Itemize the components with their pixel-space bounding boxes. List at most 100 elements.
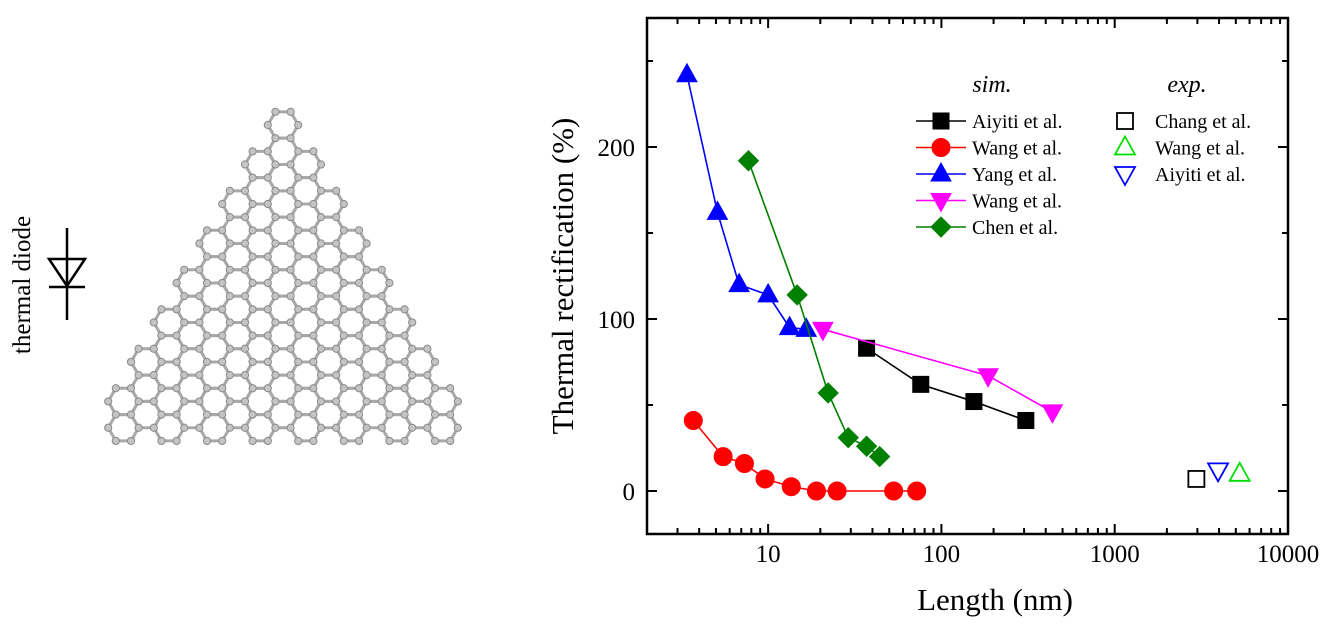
carbon-atom bbox=[225, 344, 234, 353]
carbon-atom bbox=[240, 213, 250, 222]
carbon-atom bbox=[180, 344, 189, 353]
legend-entry: Chen et al. bbox=[916, 216, 1058, 239]
carbon-atom bbox=[271, 318, 280, 327]
carbon-atom bbox=[408, 423, 417, 432]
data-point bbox=[1041, 404, 1064, 424]
carbon-atom bbox=[408, 344, 417, 353]
carbon-atom bbox=[286, 371, 295, 380]
carbon-atom bbox=[240, 265, 250, 274]
carbon-atom bbox=[218, 357, 227, 367]
data-point bbox=[1228, 460, 1252, 482]
carbon-atom bbox=[309, 436, 318, 446]
carbon-atom bbox=[218, 384, 227, 393]
x-tick-label: 10000 bbox=[1257, 541, 1320, 568]
carbon-atom bbox=[294, 436, 303, 446]
carbon-atom bbox=[180, 318, 189, 327]
carbon-atom bbox=[248, 252, 257, 261]
carbon-atom bbox=[240, 371, 250, 380]
carbon-atom bbox=[263, 199, 272, 209]
carbon-atom bbox=[377, 265, 386, 274]
data-point bbox=[757, 282, 779, 303]
data-point bbox=[855, 435, 878, 457]
carbon-atom bbox=[111, 384, 120, 393]
legend-entry: Yang et al. bbox=[916, 161, 1057, 186]
carbon-atom bbox=[263, 305, 272, 314]
carbon-atom bbox=[385, 357, 394, 367]
carbon-atom bbox=[430, 384, 440, 393]
legend-marker bbox=[1113, 166, 1137, 187]
carbon-atom bbox=[377, 318, 386, 327]
carbon-atom bbox=[240, 160, 250, 169]
carbon-atom bbox=[408, 397, 417, 406]
carbon-atom bbox=[294, 147, 303, 156]
carbon-atom bbox=[104, 423, 113, 432]
carbon-atom bbox=[240, 397, 250, 406]
carbon-atom bbox=[446, 436, 455, 446]
carbon-atom bbox=[309, 252, 318, 261]
carbon-atom bbox=[332, 397, 341, 406]
carbon-atom bbox=[202, 252, 212, 261]
carbon-atom bbox=[149, 397, 158, 406]
carbon-atom bbox=[271, 134, 280, 143]
series-exp-chang-et-al-5 bbox=[1187, 470, 1206, 488]
carbon-atom bbox=[263, 278, 272, 288]
carbon-atom bbox=[385, 278, 394, 288]
carbon-atom bbox=[332, 213, 341, 222]
carbon-atom bbox=[218, 199, 227, 209]
carbon-atom bbox=[400, 305, 409, 314]
carbon-atom bbox=[218, 278, 227, 288]
data-point bbox=[706, 200, 729, 220]
carbon-atom bbox=[423, 423, 432, 432]
carbon-atom bbox=[263, 120, 272, 130]
carbon-atom bbox=[309, 278, 318, 288]
carbon-atom bbox=[339, 226, 348, 235]
carbon-atom bbox=[362, 265, 371, 274]
carbon-atom bbox=[172, 384, 181, 393]
carbon-atom bbox=[339, 252, 348, 261]
carbon-atom bbox=[362, 423, 371, 432]
carbon-atom bbox=[225, 186, 234, 195]
carbon-atom bbox=[286, 265, 295, 274]
carbon-atom bbox=[271, 265, 280, 274]
carbon-atom bbox=[134, 397, 143, 406]
carbon-atom bbox=[240, 186, 250, 195]
carbon-atom bbox=[385, 331, 394, 340]
carbon-atom bbox=[202, 331, 212, 340]
carbon-atom bbox=[309, 199, 318, 209]
carbon-atom bbox=[423, 344, 432, 353]
carbon-atom bbox=[400, 410, 409, 419]
carbon-atom bbox=[362, 344, 371, 353]
carbon-atom bbox=[248, 226, 257, 235]
carbon-atom bbox=[195, 423, 204, 432]
carbon-atom bbox=[309, 305, 318, 314]
carbon-atom bbox=[377, 344, 386, 353]
carbon-atom bbox=[286, 186, 295, 195]
carbon-atom bbox=[180, 423, 189, 432]
data-point bbox=[858, 339, 876, 357]
series-sim-chen-et-al-4 bbox=[737, 150, 891, 468]
carbon-atom bbox=[172, 278, 181, 288]
carbon-atom bbox=[218, 410, 227, 419]
carbon-atom bbox=[180, 292, 189, 301]
carbon-atom bbox=[248, 278, 257, 288]
carbon-atom bbox=[446, 410, 455, 419]
carbon-atom bbox=[134, 423, 143, 432]
carbon-atom bbox=[149, 423, 158, 432]
carbon-atom bbox=[377, 423, 386, 432]
carbon-atom bbox=[332, 239, 341, 248]
axes: 10 100 1000 10000 0 100 200 bbox=[598, 16, 1320, 568]
carbon-atom bbox=[316, 265, 326, 274]
carbon-atom bbox=[218, 331, 227, 340]
carbon-atom bbox=[271, 239, 280, 248]
carbon-atom bbox=[309, 331, 318, 340]
carbon-atom bbox=[126, 436, 136, 446]
carbon-atom bbox=[263, 436, 272, 446]
series-line bbox=[747, 160, 881, 458]
carbon-atom bbox=[248, 173, 257, 182]
carbon-atom bbox=[271, 186, 280, 195]
carbon-atom bbox=[294, 278, 303, 288]
data-point bbox=[1187, 470, 1206, 488]
carbon-atom bbox=[339, 199, 348, 209]
y-axis-label: Thermal rectification (%) bbox=[545, 118, 580, 435]
carbon-atom bbox=[157, 410, 166, 419]
